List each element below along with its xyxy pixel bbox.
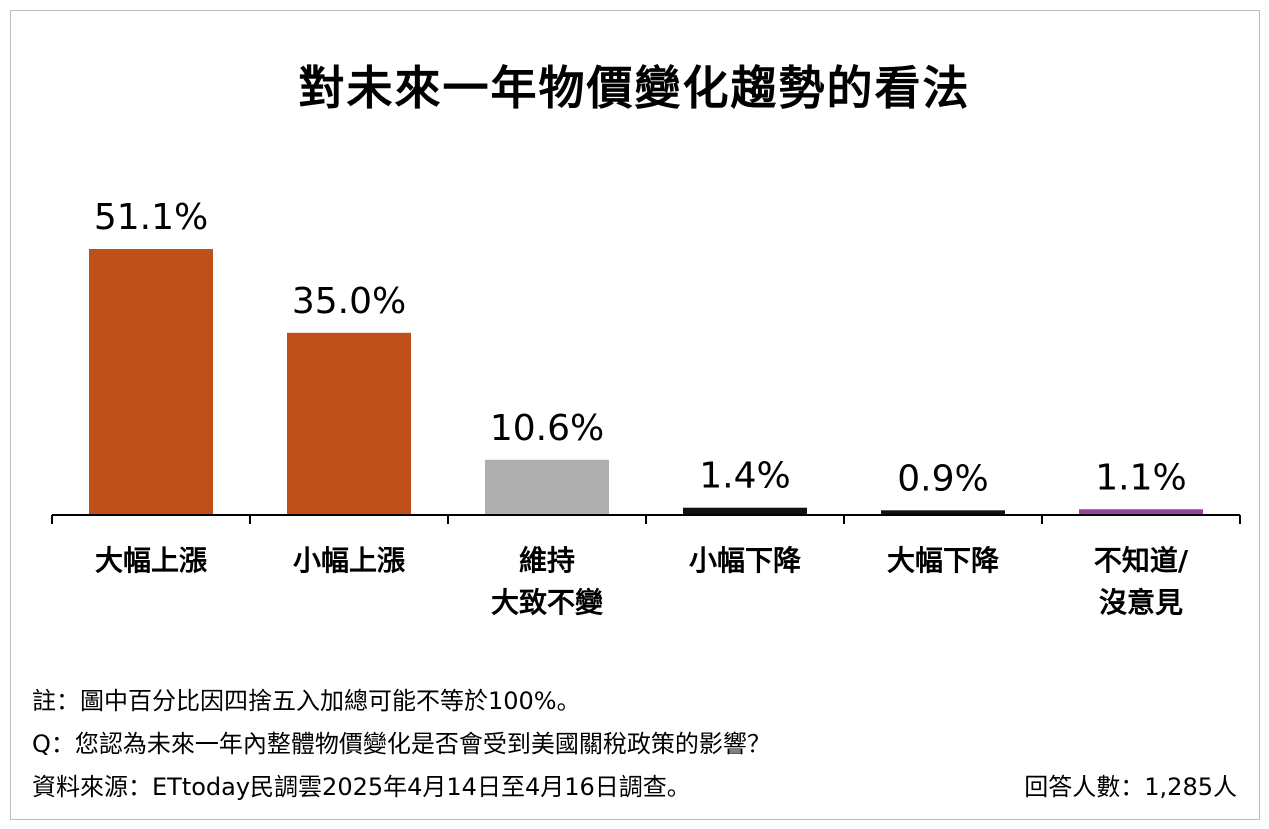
x-tick-label: 大幅上漲 [95, 544, 208, 577]
data-label: 10.6% [490, 408, 604, 449]
bar [287, 332, 411, 515]
data-label: 1.1% [1095, 457, 1186, 498]
bar [89, 249, 213, 515]
chart-title: 對未來一年物價變化趨勢的看法 [298, 61, 971, 115]
data-label: 51.1% [94, 197, 208, 238]
data-label: 1.4% [699, 456, 790, 497]
chart-frame [10, 10, 1260, 820]
x-tick-label: 小幅上漲 [293, 544, 406, 577]
x-tick-label: 小幅下降 [689, 544, 802, 577]
bar [683, 507, 807, 515]
x-tick-label: 大幅下降 [887, 544, 1000, 577]
footnote-question: Q：您認為未來一年內整體物價變化是否會受到美國關稅政策的影響？ [32, 730, 771, 758]
x-tick-label: 大致不變 [491, 586, 604, 619]
footnote-source: 資料來源：ETtoday民調雲2025年4月14日至4月16日調查。 [32, 773, 691, 801]
bar [881, 510, 1005, 515]
footnote-rounding: 註：圖中百分比因四捨五入加總可能不等於100%。 [32, 687, 581, 715]
x-tick-label: 沒意見 [1099, 586, 1183, 619]
x-tick-label: 不知道/ [1094, 544, 1189, 577]
respondent-count: 回答人數：1,285人 [1024, 773, 1237, 801]
x-tick-label: 維持 [519, 544, 575, 577]
data-label: 0.9% [897, 458, 988, 499]
bar [485, 459, 609, 515]
data-label: 35.0% [292, 281, 406, 322]
bar [1079, 509, 1203, 515]
